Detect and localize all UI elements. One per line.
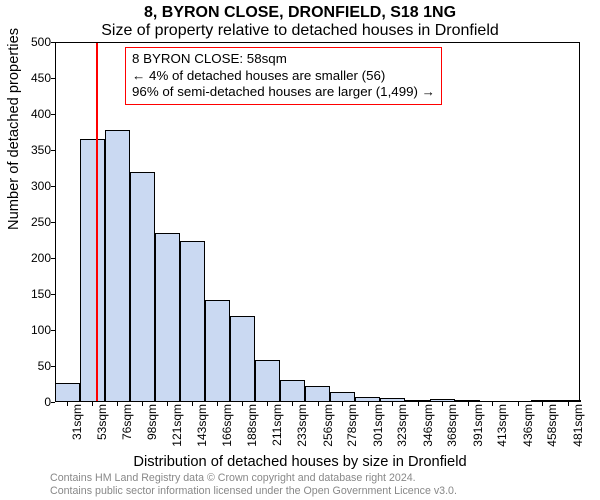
x-tick-mark [117, 402, 118, 406]
x-tick-label: 323sqm [395, 404, 409, 447]
x-tick-label: 278sqm [345, 404, 359, 447]
x-tick-label: 301sqm [371, 404, 385, 447]
x-tick-label: 76sqm [120, 404, 134, 440]
footer-line-2: Contains public sector information licen… [50, 485, 457, 498]
x-tick-mark [267, 402, 268, 406]
annotation-line-3: 96% of semi-detached houses are larger (… [132, 84, 435, 101]
footer-line-1: Contains HM Land Registry data © Crown c… [50, 472, 457, 485]
x-tick-label: 256sqm [321, 404, 335, 447]
x-tick-label: 368sqm [445, 404, 459, 447]
x-tick-label: 143sqm [195, 404, 209, 447]
x-tick-label: 166sqm [220, 404, 234, 447]
x-tick-mark [568, 402, 569, 406]
y-tick-label: 50 [38, 359, 51, 373]
x-tick-label: 346sqm [421, 404, 435, 447]
x-tick-mark [167, 402, 168, 406]
x-tick-mark [142, 402, 143, 406]
chart-title-address: 8, BYRON CLOSE, DRONFIELD, S18 1NG [0, 4, 600, 22]
x-tick-mark [368, 402, 369, 406]
x-tick-label: 98sqm [145, 404, 159, 440]
y-tick-mark [51, 402, 55, 403]
x-tick-mark [518, 402, 519, 406]
y-tick-label: 350 [31, 143, 51, 157]
x-tick-label: 413sqm [495, 404, 509, 447]
x-tick-mark [468, 402, 469, 406]
y-tick-label: 150 [31, 287, 51, 301]
x-tick-label: 31sqm [70, 404, 84, 440]
y-tick-label: 400 [31, 107, 51, 121]
y-tick-label: 450 [31, 71, 51, 85]
annotation-line-2: ← 4% of detached houses are smaller (56) [132, 68, 435, 85]
x-tick-label: 188sqm [245, 404, 259, 447]
x-tick-label: 481sqm [571, 404, 585, 447]
x-tick-label: 458sqm [545, 404, 559, 447]
x-tick-label: 233sqm [295, 404, 309, 447]
x-tick-label: 53sqm [95, 404, 109, 440]
y-tick-label: 200 [31, 251, 51, 265]
x-tick-mark [217, 402, 218, 406]
y-tick-label: 300 [31, 179, 51, 193]
x-axis-label: Distribution of detached houses by size … [0, 454, 600, 470]
y-tick-label: 0 [44, 395, 51, 409]
x-tick-mark [342, 402, 343, 406]
x-tick-mark [318, 402, 319, 406]
chart-title-subtitle: Size of property relative to detached ho… [0, 22, 600, 40]
footer-attribution: Contains HM Land Registry data © Crown c… [50, 472, 457, 498]
x-tick-mark [392, 402, 393, 406]
x-tick-label: 121sqm [170, 404, 184, 447]
y-tick-label: 100 [31, 323, 51, 337]
annotation-line-1: 8 BYRON CLOSE: 58sqm [132, 51, 435, 68]
x-tick-mark [192, 402, 193, 406]
x-tick-mark [92, 402, 93, 406]
x-tick-label: 211sqm [270, 404, 284, 446]
x-tick-mark [492, 402, 493, 406]
x-tick-label: 436sqm [521, 404, 535, 447]
x-tick-mark [542, 402, 543, 406]
x-tick-label: 391sqm [471, 404, 485, 447]
x-tick-mark [418, 402, 419, 406]
annotation-box: 8 BYRON CLOSE: 58sqm ← 4% of detached ho… [125, 47, 442, 105]
x-tick-mark [242, 402, 243, 406]
y-tick-label: 250 [31, 215, 51, 229]
chart-plot-area: 05010015020025030035040045050031sqm53sqm… [55, 42, 580, 402]
y-axis-label: Number of detached properties [6, 28, 22, 230]
y-tick-label: 500 [31, 35, 51, 49]
x-tick-mark [67, 402, 68, 406]
x-tick-mark [442, 402, 443, 406]
x-tick-mark [292, 402, 293, 406]
